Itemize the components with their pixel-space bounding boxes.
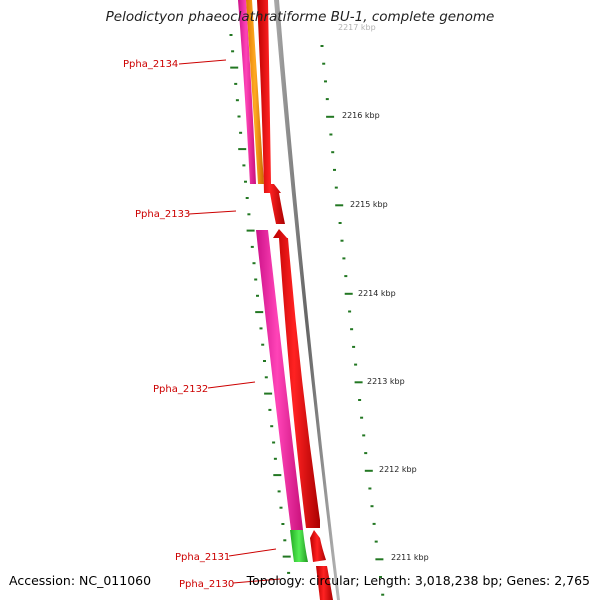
outer-tick [320,45,324,47]
inner-tick [245,197,249,199]
inner-tick [270,425,274,428]
inner-tick [273,474,282,477]
gene-leader-line-ppha-2134 [178,59,227,65]
inner-tick [287,571,291,574]
inner-tick [264,376,268,379]
inner-tick [273,457,277,460]
outer-tick [331,151,335,154]
inner-tick [272,441,276,444]
outer-tick [370,505,374,508]
gene-label-ppha-2133: Ppha_2133 [135,209,190,220]
outer-tick [344,292,353,295]
outer-tick [326,115,335,118]
inner-tick [264,392,273,395]
inner-tick [231,50,235,53]
outer-tick [325,98,329,101]
inner-tick [235,99,239,102]
inner-tick [244,180,247,183]
inner-tick [279,506,283,509]
outer-tick [352,345,356,348]
cds-arrow-lower [310,530,326,562]
inner-tick [255,311,264,314]
outer-tick [322,62,326,65]
gene-leader-line-ppha-2132 [207,381,256,389]
inner-tick [277,490,281,493]
gene-label-ppha-2130: Ppha_2130 [179,579,234,590]
kbp-label-2213: 2213 kbp [367,377,405,386]
inner-tick [256,294,259,297]
cds-arrow-bottom [316,566,333,600]
inner-tick [242,164,246,167]
kbp-label-2217: 2217 kbp [338,23,376,32]
cds-orange-upper [246,0,264,184]
cds-arrow-upper [257,0,285,224]
inner-tick-marks [229,34,291,574]
outer-tick [379,576,382,578]
gene-label-ppha-2134: Ppha_2134 [123,59,178,70]
inner-tick [281,523,285,525]
outer-tick [354,381,363,384]
kbp-label-2215: 2215 kbp [350,200,388,209]
inner-tick [239,131,243,134]
cds-arrow-middle [273,229,320,528]
genome-title: Pelodictyon phaeoclathratiforme BU-1, co… [105,9,495,25]
outer-tick-marks [320,45,385,596]
outer-tick [333,168,336,171]
outer-tick [360,416,364,419]
inner-tick [283,539,287,542]
outer-tick [344,275,348,278]
gene-label-ppha-2132: Ppha_2132 [153,384,208,395]
outer-tick [375,558,384,561]
inner-tick [230,66,239,69]
outer-tick [342,257,346,260]
outer-tick [324,80,327,83]
inner-tick [254,278,258,281]
outer-tick [358,399,362,401]
outer-tick [374,540,378,543]
inner-tick [238,148,247,151]
gene-leader-line-ppha-2133 [188,210,237,215]
gene-label-ppha-2131: Ppha_2131 [175,552,230,563]
genome-summary-text: Topology: circular; Length: 3,018,238 bp… [246,573,590,588]
outer-tick [354,363,358,366]
inner-tick [234,82,238,85]
inner-tick [229,34,233,36]
inner-tick [246,229,255,232]
genome-backbone [274,0,340,600]
inner-tick [252,262,256,265]
outer-tick [348,310,352,313]
cds-magenta-upper [238,0,256,184]
outer-tick [340,239,344,242]
accession-text: Accession: NC_011060 [9,573,152,588]
outer-tick [334,186,338,189]
outer-tick [364,452,368,455]
outer-tick [338,222,342,224]
inner-tick [259,327,263,330]
kbp-label-2212: 2212 kbp [379,465,417,474]
inner-tick [261,343,265,346]
cds-magenta-long [256,230,303,530]
outer-tick [362,434,366,437]
outer-tick [350,328,354,331]
kbp-label-2216: 2216 kbp [342,111,380,120]
outer-tick [368,487,372,490]
inner-tick [282,555,291,558]
inner-tick [237,115,241,118]
gene-leader-line-ppha-2131 [228,548,277,557]
cds-green [290,530,308,562]
outer-tick [335,204,344,207]
outer-tick [372,522,376,525]
inner-tick [263,360,266,362]
outer-tick [364,469,373,472]
inner-tick [268,408,272,411]
kbp-label-2214: 2214 kbp [358,289,396,298]
outer-tick [381,593,385,596]
outer-tick [329,133,333,136]
inner-tick [247,213,251,216]
kbp-label-2211: 2211 kbp [391,553,429,562]
inner-tick [250,245,254,248]
gene-leader-line-ppha-2130 [232,578,281,584]
